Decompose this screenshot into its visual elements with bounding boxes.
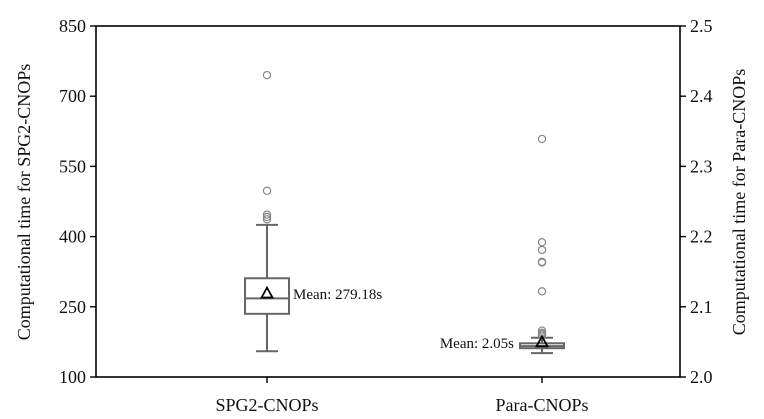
outlier-point: [537, 287, 547, 296]
plot-area: 100 250 400 550 700 850 2.0 2.1 2.2 2.3 2.4 2.5 Mean…: [59, 16, 713, 387]
left-tick-label: 550: [59, 156, 86, 176]
right-tick-label: 2.4: [690, 86, 713, 106]
left-tick-label: 700: [59, 86, 86, 106]
left-tick-label: 250: [59, 297, 86, 317]
left-tick-label: 100: [59, 367, 86, 387]
left-axis-title: Computational time for SPG2-CNOPs: [14, 64, 34, 341]
outlier-point: [537, 245, 547, 255]
right-axis-title: Computational time for Para-CNOPs: [729, 69, 749, 335]
outlier-point: [537, 258, 547, 267]
category-label-spg2: SPG2-CNOPs: [215, 395, 318, 415]
right-tick-label: 2.5: [690, 16, 713, 36]
mean-marker: [259, 285, 275, 299]
outlier-point: [537, 134, 547, 144]
mean-marker: [534, 334, 550, 348]
outlier-point: [262, 70, 272, 80]
right-tick-label: 2.1: [690, 297, 713, 317]
outlier-point: [262, 186, 272, 195]
outlier-point: [262, 210, 272, 219]
mean-label: Mean: 279.18s: [293, 287, 382, 303]
iqr-box: [244, 277, 290, 315]
plot-frame: [95, 25, 681, 378]
left-tick-label: 400: [59, 227, 86, 247]
right-tick-label: 2.3: [690, 156, 713, 176]
right-tick-label: 2.2: [690, 227, 713, 247]
outlier-point: [537, 331, 547, 340]
mean-label: Mean: 2.05s: [440, 336, 514, 352]
left-tick-label: 850: [59, 16, 86, 36]
right-tick-label: 2.0: [690, 367, 713, 387]
outlier-point: [262, 215, 272, 224]
outlier-point: [262, 212, 272, 222]
category-label-para: Para-CNOPs: [496, 395, 589, 415]
outlier-point: [537, 238, 547, 247]
